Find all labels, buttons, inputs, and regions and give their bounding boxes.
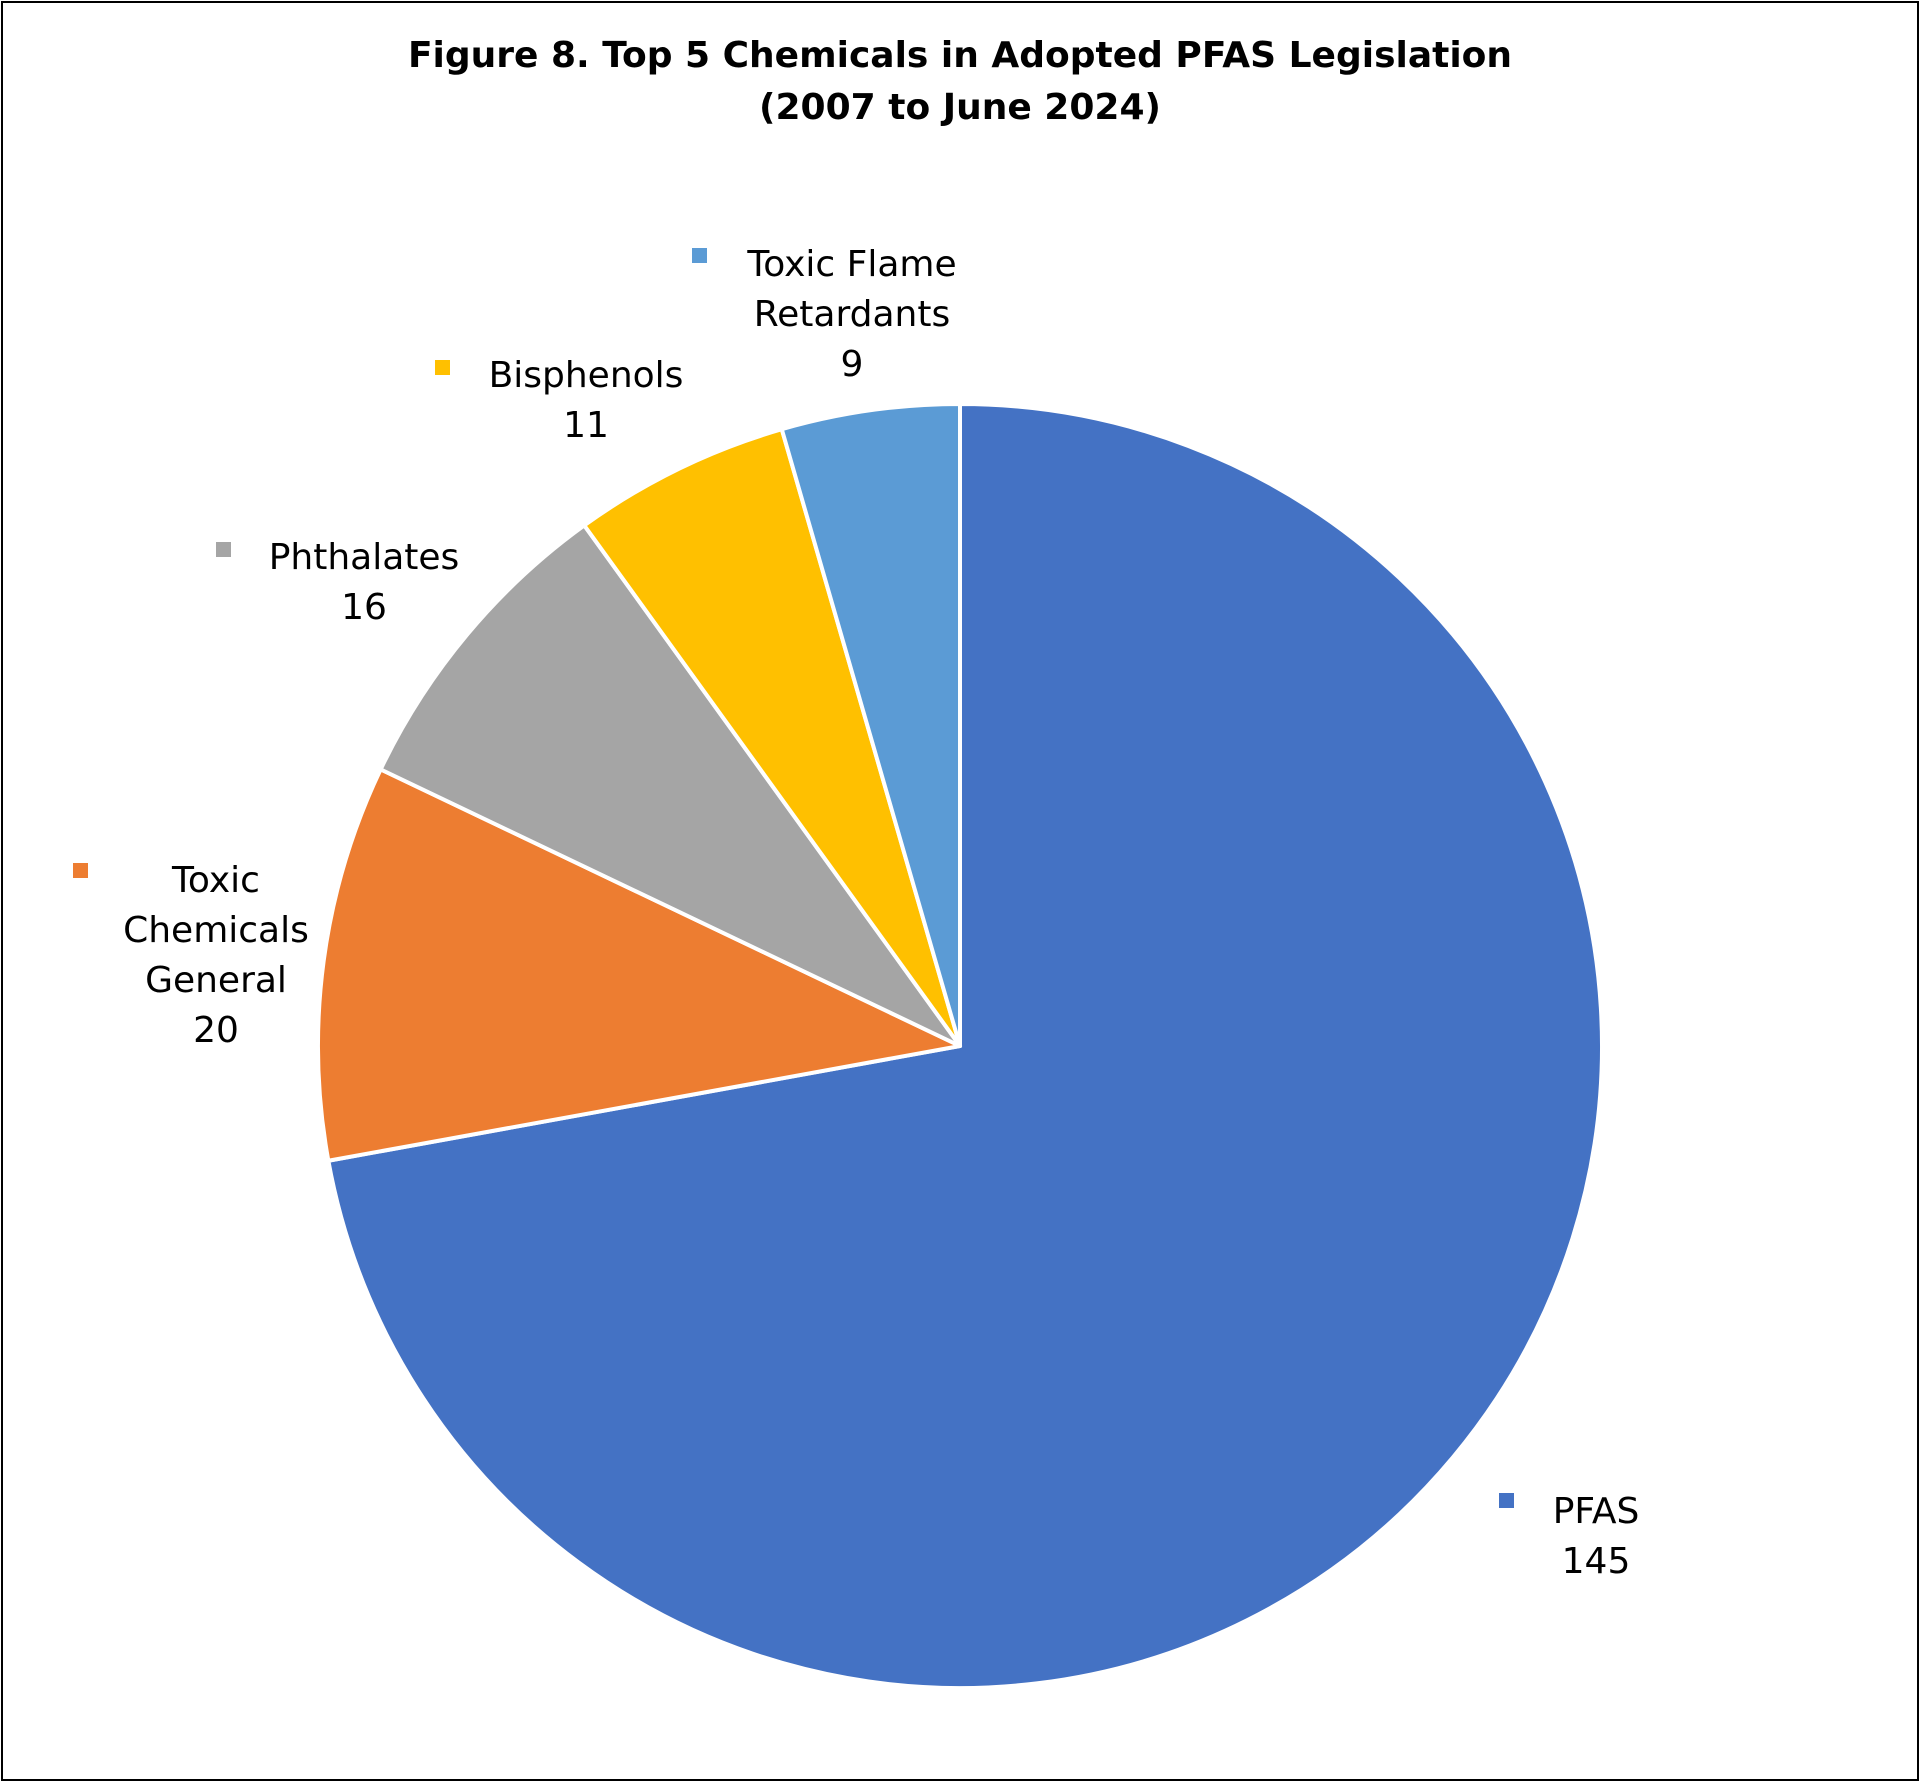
label-value-toxic-chemicals-general: 20 (193, 1010, 239, 1051)
data-label-phthalates: Phthalates 16 (216, 537, 459, 628)
pie-slices (316, 402, 1604, 1690)
label-value-phthalates: 16 (341, 587, 387, 628)
pie-labels: PFAS 145 Toxic Chemicals General 20 Phthalates… (73, 244, 1639, 1582)
label-marker-pfas (1499, 1493, 1514, 1508)
data-label-pfas: PFAS 145 (1499, 1491, 1639, 1582)
chart-title: Figure 8. Top 5 Chemicals in Adopted PFA… (407, 35, 1513, 76)
pie-slice-bisphenols (582, 427, 962, 1048)
label-marker-phthalates (216, 542, 231, 557)
label-name-toxic-flame-retardants: Toxic Flame (746, 244, 956, 285)
pie-slice-phthalates (378, 523, 962, 1048)
pie-slice-toxic-chemicals-general (316, 767, 962, 1163)
chart-subtitle: (2007 to June 2024) (759, 87, 1161, 128)
label-name-toxic-chemicals-general: General (145, 960, 287, 1001)
data-label-toxic-chemicals-general: Toxic Chemicals General 20 (73, 860, 309, 1051)
label-name-toxic-chemicals-general: Toxic (171, 860, 260, 901)
label-value-bisphenols: 11 (563, 405, 609, 446)
label-name-pfas: PFAS (1553, 1491, 1640, 1532)
label-value-toxic-flame-retardants: 9 (841, 344, 864, 385)
label-marker-bisphenols (435, 360, 450, 375)
data-label-toxic-flame-retardants: Toxic Flame Retardants 9 (692, 244, 957, 385)
label-name-toxic-chemicals-general: Chemicals (123, 910, 309, 951)
label-name-phthalates: Phthalates (269, 537, 460, 578)
label-marker-toxic-chemicals-general (73, 863, 88, 878)
pie-slice-pfas (326, 402, 1604, 1690)
chart-title-block: Figure 8. Top 5 Chemicals in Adopted PFA… (0, 30, 1920, 134)
label-name-bisphenols: Bisphenols (489, 355, 684, 396)
data-label-bisphenols: Bisphenols 11 (435, 355, 683, 446)
label-value-pfas: 145 (1562, 1541, 1631, 1582)
pie-slice-toxic-flame-retardants (779, 402, 962, 1048)
label-name-toxic-flame-retardants: Retardants (754, 294, 951, 335)
label-marker-toxic-flame-retardants (692, 248, 707, 263)
